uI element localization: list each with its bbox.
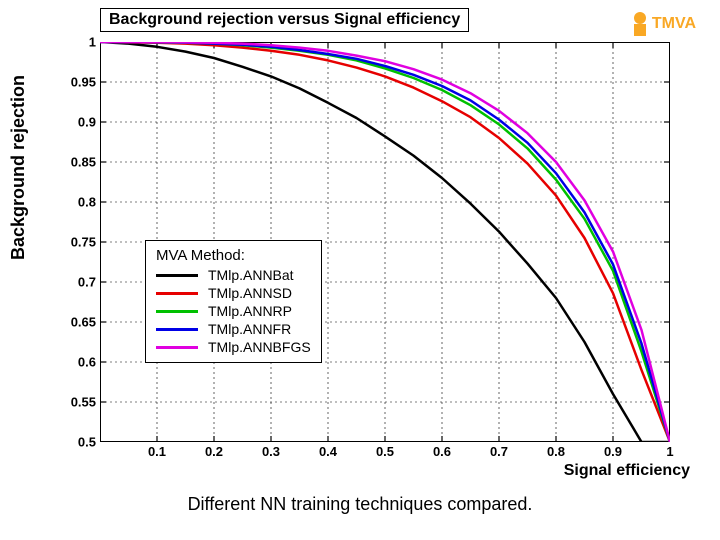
y-tick-label: 1: [56, 35, 96, 50]
y-axis-label: Background rejection: [8, 75, 29, 260]
x-tick-label: 0.6: [427, 444, 457, 459]
y-tick-label: 0.9: [56, 115, 96, 130]
y-tick-label: 0.7: [56, 275, 96, 290]
caption: Different NN training techniques compare…: [0, 494, 720, 515]
x-tick-label: 0.7: [484, 444, 514, 459]
y-tick-label: 0.65: [56, 315, 96, 330]
legend-swatch: [156, 292, 198, 295]
y-tick-label: 0.95: [56, 75, 96, 90]
legend-label: TMlp.ANNRP: [208, 302, 292, 320]
logo-square-icon: [634, 24, 646, 36]
x-tick-label: 0.8: [541, 444, 571, 459]
x-tick-label: 0.3: [256, 444, 286, 459]
legend-row: TMlp.ANNSD: [156, 284, 311, 302]
logo-dot-icon: [634, 12, 646, 24]
x-tick-label: 1: [655, 444, 685, 459]
x-tick-label: 0.2: [199, 444, 229, 459]
page-root: Background rejection versus Signal effic…: [0, 0, 720, 540]
legend-swatch: [156, 274, 198, 277]
y-tick-label: 0.75: [56, 235, 96, 250]
legend: MVA Method: TMlp.ANNBatTMlp.ANNSDTMlp.AN…: [145, 240, 322, 363]
y-tick-label: 0.6: [56, 355, 96, 370]
legend-label: TMlp.ANNBat: [208, 266, 294, 284]
x-tick-label: 0.5: [370, 444, 400, 459]
x-tick-label: 0.4: [313, 444, 343, 459]
legend-swatch: [156, 328, 198, 331]
x-axis-label: Signal efficiency: [564, 462, 690, 480]
x-tick-label: 0.1: [142, 444, 172, 459]
legend-row: TMlp.ANNRP: [156, 302, 311, 320]
legend-row: TMlp.ANNBat: [156, 266, 311, 284]
legend-swatch: [156, 346, 198, 349]
legend-label: TMlp.ANNFR: [208, 320, 291, 338]
logo-text: TMVA: [652, 15, 696, 33]
legend-label: TMlp.ANNSD: [208, 284, 292, 302]
x-tick-label: 0.9: [598, 444, 628, 459]
chart-title: Background rejection versus Signal effic…: [100, 8, 469, 32]
legend-title: MVA Method:: [156, 247, 311, 266]
y-tick-label: 0.85: [56, 155, 96, 170]
y-tick-label: 0.5: [56, 435, 96, 450]
legend-row: TMlp.ANNBFGS: [156, 338, 311, 356]
legend-swatch: [156, 310, 198, 313]
legend-row: TMlp.ANNFR: [156, 320, 311, 338]
legend-label: TMlp.ANNBFGS: [208, 338, 311, 356]
y-tick-label: 0.8: [56, 195, 96, 210]
logo: TMVA: [634, 12, 696, 36]
y-tick-label: 0.55: [56, 395, 96, 410]
